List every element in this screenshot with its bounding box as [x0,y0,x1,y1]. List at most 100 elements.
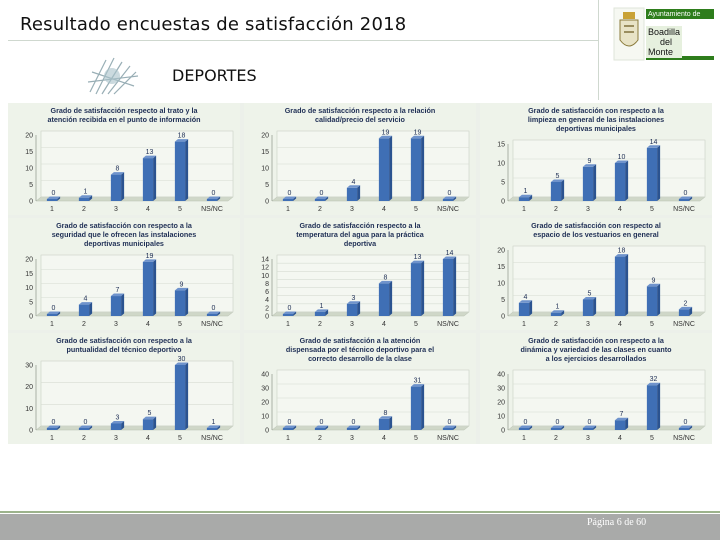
bar [142,416,157,430]
data-label: 0 [212,305,216,312]
bar [78,425,93,430]
data-label: 3 [352,295,356,302]
chart-title-line: deportiva [344,239,377,248]
x-tick-label: 3 [586,321,590,328]
footer-bar [0,514,720,540]
y-tick-label: 8 [265,281,269,288]
bar [378,416,393,430]
x-tick-label: 5 [178,321,182,328]
y-tick-label: 15 [25,271,33,278]
y-tick-label: 10 [25,406,33,413]
y-tick-label: 5 [501,297,505,304]
x-tick-label: 5 [650,206,654,213]
chart-9: Grado de satisfacción con respecto a lad… [497,336,706,442]
x-tick-label: 1 [286,206,290,213]
chart-panel-3: Grado de satisfacción con respecto a la l… [480,103,712,215]
x-tick-label: NS/NC [201,435,223,442]
bar [314,425,329,430]
logo-name: Boadilla del Monte [646,26,683,58]
data-label: 4 [352,179,356,186]
x-tick-label: 1 [522,435,526,442]
bar [314,309,329,316]
data-label: 30 [178,356,186,363]
x-tick-label: 2 [82,206,86,213]
chart-6: Grado de satisfacción con respecto alesp… [497,221,706,328]
y-tick-label: 0 [29,428,33,435]
decorative-graphic [86,52,140,96]
data-label: 0 [52,305,56,312]
data-label: 0 [684,190,688,197]
bar [518,425,533,430]
y-tick-label: 6 [265,289,269,296]
y-tick-label: 10 [261,414,269,421]
bar [582,425,597,430]
chart-title-line: Grado de satisfacción con respecto al [531,221,661,230]
data-label: 4 [524,294,528,301]
x-tick-label: NS/NC [437,321,459,328]
data-label: 0 [556,419,560,426]
x-tick-label: NS/NC [673,435,695,442]
data-label: 0 [288,190,292,197]
y-tick-label: 5 [501,180,505,187]
y-tick-label: 0 [29,199,33,206]
y-tick-label: 0 [501,314,505,321]
x-tick-label: NS/NC [201,321,223,328]
y-tick-label: 0 [265,199,269,206]
chart-title-line: Grado de satisfacción respecto a la rela… [285,106,436,115]
chart-5: Grado de satisfacción respecto a latempe… [261,221,470,328]
bar [442,425,457,430]
y-tick-label: 20 [25,384,33,391]
x-tick-label: 4 [618,321,622,328]
x-tick-label: 4 [618,435,622,442]
chart-title-line: correcto desarrollo de la clase [308,354,412,363]
y-tick-label: 20 [497,248,505,255]
x-tick-label: 2 [318,321,322,328]
bar [46,196,61,201]
logo-caption: Ayuntamiento de [648,11,701,18]
bar [442,196,457,201]
page-title: Resultado encuestas de satisfacción 2018 [20,14,407,35]
chart-panel-2: Grado de satisfacción respecto a la rela… [244,103,476,215]
y-tick-label: 5 [265,182,269,189]
logo-name-line-1: Boadilla [648,27,681,37]
y-tick-label: 15 [261,149,269,156]
data-label: 1 [556,304,560,311]
bar [110,293,125,316]
data-label: 13 [414,254,422,261]
data-label: 10 [618,154,626,161]
data-label: 5 [588,291,592,298]
bar [314,196,329,201]
x-tick-label: 2 [554,321,558,328]
bar [110,172,125,201]
x-tick-label: NS/NC [673,321,695,328]
x-tick-label: 5 [650,321,654,328]
data-label: 8 [384,274,388,281]
data-label: 1 [84,189,88,196]
data-label: 13 [146,149,154,156]
x-tick-label: 2 [554,435,558,442]
data-label: 0 [448,190,452,197]
data-label: 19 [382,129,390,136]
data-label: 0 [588,419,592,426]
data-label: 9 [652,277,656,284]
chart-title-line: deportivas municipales [556,124,636,133]
data-label: 31 [414,378,422,385]
chart-title-line: Grado de satisfacción con respecto a la [528,106,665,115]
bar [142,155,157,201]
bar [174,362,189,430]
chart-title-line: Grado de satisfacción con respecto a la [528,336,665,345]
footer-rule [0,511,720,513]
chart-3: Grado de satisfacción con respecto a lal… [497,106,706,213]
bar [410,384,425,430]
data-label: 0 [320,419,324,426]
chart-panel-9: Grado de satisfacción con respecto a la d… [480,333,712,444]
chart-title-line: Grado de satisfacción respecto al trato … [51,106,199,115]
data-label: 0 [684,419,688,426]
x-tick-label: 1 [286,321,290,328]
bar [678,196,693,201]
y-tick-label: 10 [25,285,33,292]
x-tick-label: 5 [178,435,182,442]
data-label: 8 [116,166,120,173]
bar [142,259,157,316]
x-tick-label: 1 [50,206,54,213]
